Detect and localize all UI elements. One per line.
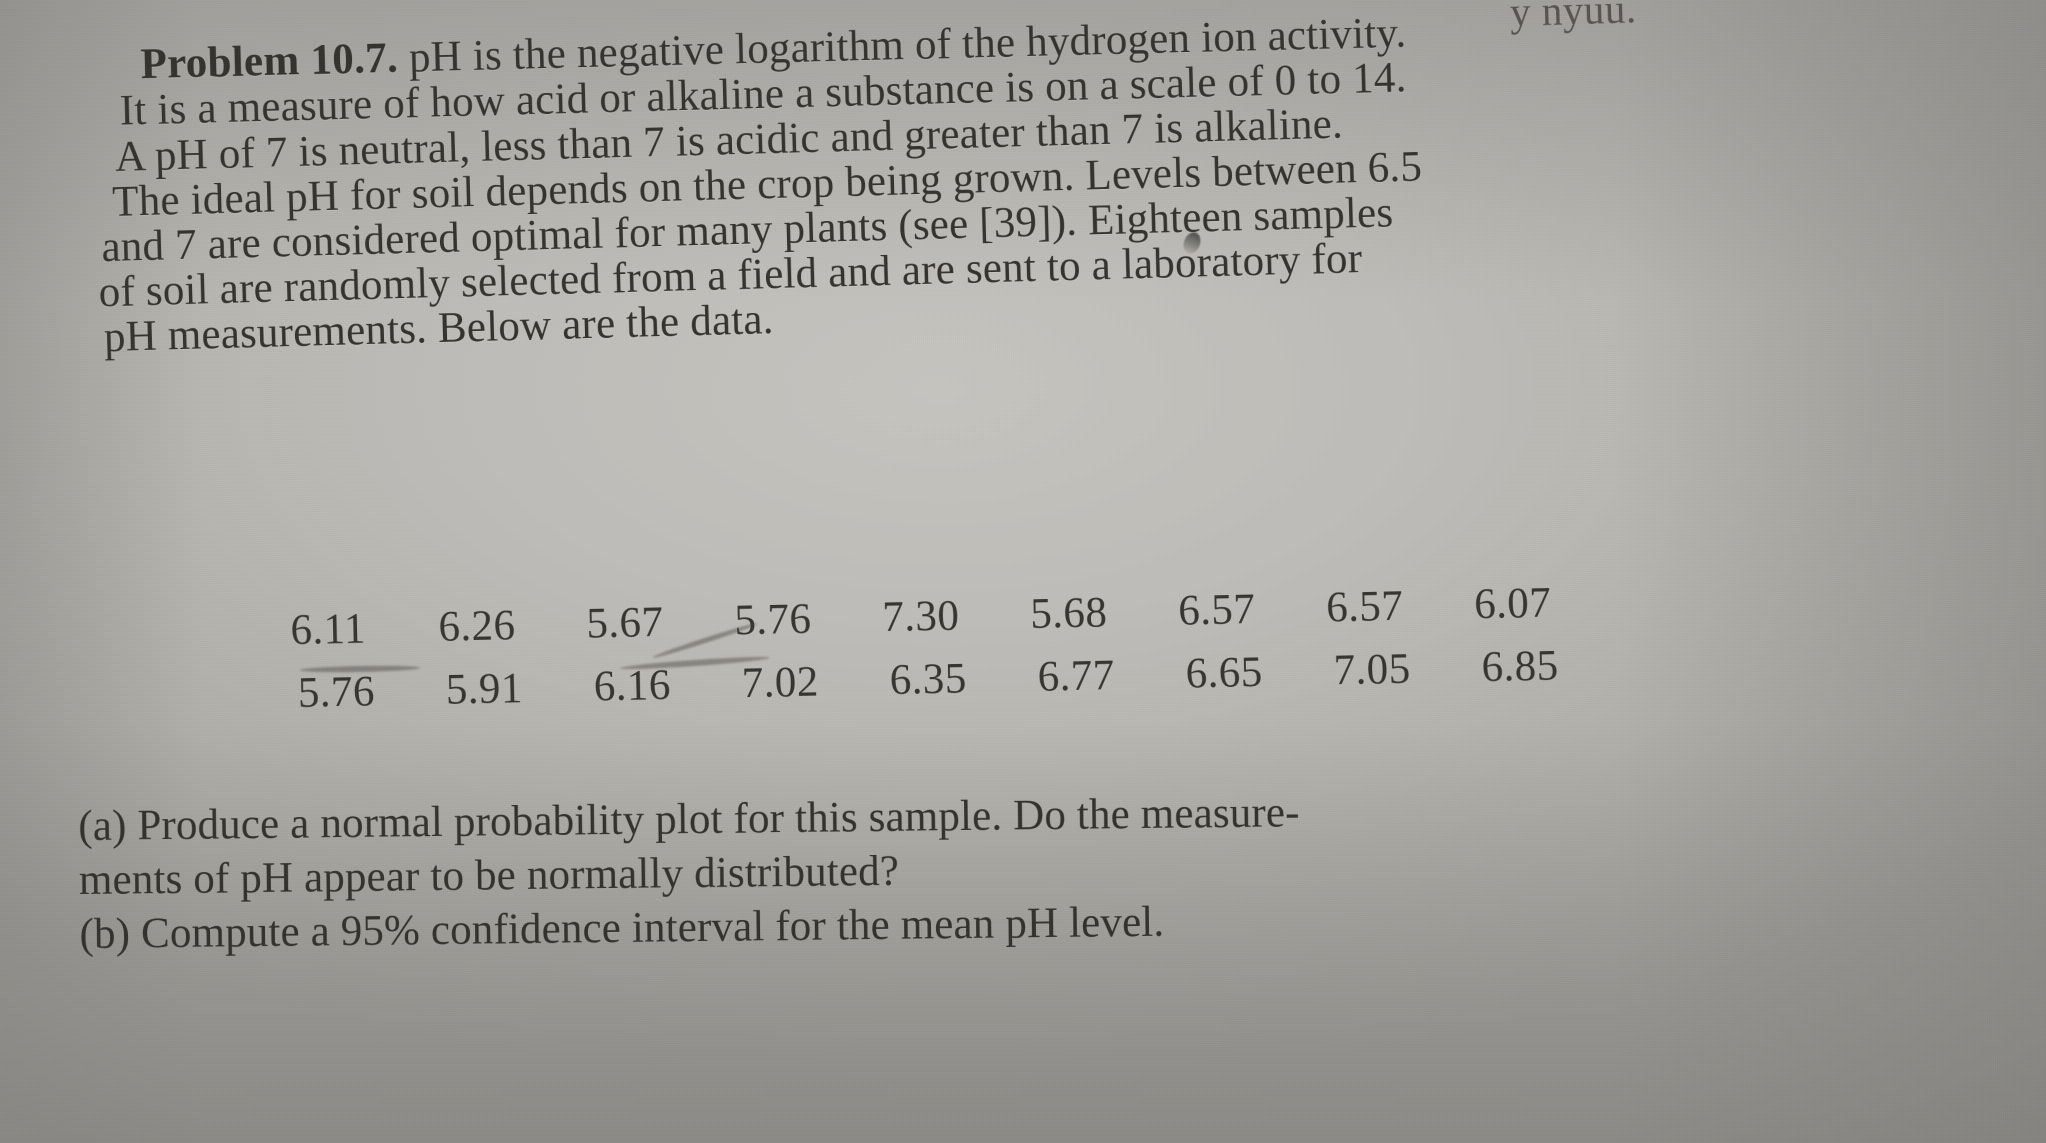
data-cell: 6.65 (1185, 648, 1264, 698)
problem-paragraph: Problem 10.7. pH is the negative logarit… (98, 0, 1948, 362)
question-list: (a) Produce a normal probability plot fo… (78, 779, 1960, 962)
data-cell: 6.26 (437, 602, 516, 651)
data-cell: 6.57 (1177, 585, 1256, 635)
data-table: 6.11 6.26 5.67 5.76 7.30 5.68 6.57 6.57 … (290, 577, 1630, 732)
data-cell: 6.57 (1325, 582, 1404, 632)
data-cell: 7.30 (881, 592, 960, 642)
data-cell: 5.91 (445, 664, 524, 714)
data-cell: 6.77 (1037, 652, 1116, 701)
data-cell: 6.07 (1473, 579, 1552, 629)
data-cell: 5.76 (297, 668, 376, 717)
data-cell: 7.05 (1333, 645, 1412, 695)
data-cell: 7.02 (741, 658, 820, 708)
data-cell: 6.35 (889, 655, 968, 704)
data-cell: 5.76 (733, 595, 812, 645)
data-cell: 6.85 (1481, 642, 1559, 692)
problem-label: Problem 10.7. (139, 34, 399, 89)
data-cell: 6.11 (290, 605, 367, 654)
data-cell: 5.68 (1029, 589, 1108, 638)
data-cell: 5.67 (585, 598, 664, 648)
